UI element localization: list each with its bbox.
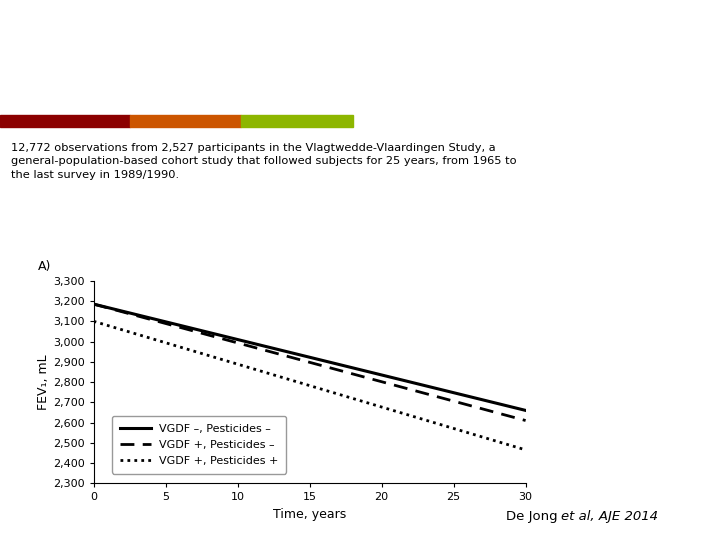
Bar (241, 116, 353, 127)
Text: A): A) (37, 260, 51, 273)
Text: et al, AJE 2014: et al, AJE 2014 (562, 510, 659, 523)
Text: 12,772 observations from 2,527 participants in the Vlagtwedde-Vlaardingen Study,: 12,772 observations from 2,527 participa… (11, 143, 516, 179)
Y-axis label: FEV₁, mL: FEV₁, mL (37, 354, 50, 410)
Legend: VGDF –, Pesticides –, VGDF +, Pesticides –, VGDF +, Pesticides +: VGDF –, Pesticides –, VGDF +, Pesticides… (112, 416, 286, 474)
X-axis label: Time, years: Time, years (273, 508, 346, 521)
Text: ventilatoire: ventilatoire (281, 85, 439, 113)
Text: Pesticides et évolution de la fonction: Pesticides et évolution de la fonction (104, 30, 616, 58)
Bar (130, 116, 241, 127)
Text: De Jong: De Jong (505, 510, 562, 523)
Bar (0, 116, 130, 127)
